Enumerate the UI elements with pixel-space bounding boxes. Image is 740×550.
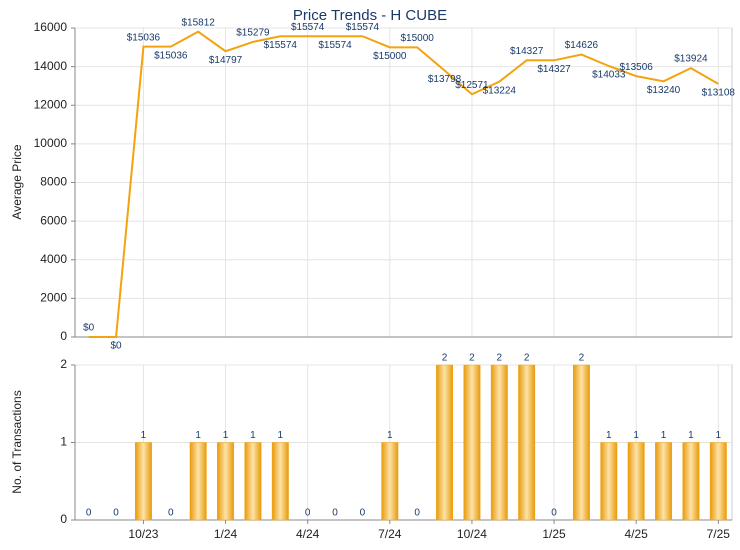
data-label: $14626 [565, 40, 599, 51]
data-label: $15574 [264, 40, 298, 51]
data-label: $15574 [291, 22, 325, 33]
data-label: 0 [168, 508, 174, 519]
data-label: 0 [332, 508, 338, 519]
data-label: 2 [579, 353, 585, 364]
data-label: 0 [86, 508, 92, 519]
data-label: $14033 [592, 70, 626, 81]
bar [381, 442, 399, 521]
bar [189, 442, 207, 521]
y-tick-label: 2000 [40, 291, 67, 305]
y-axis-label: No. of Transactions [10, 390, 24, 493]
bar [244, 442, 262, 521]
data-label: 1 [195, 430, 201, 441]
data-label: $15279 [236, 28, 270, 39]
data-label: $15036 [154, 50, 188, 61]
data-label: $14327 [537, 64, 571, 75]
data-label: 1 [606, 430, 612, 441]
data-label: $13798 [428, 74, 462, 85]
bar [600, 442, 618, 521]
data-label: $15000 [373, 51, 407, 62]
x-tick-label: 4/24 [296, 527, 320, 541]
x-tick-label: 4/25 [625, 527, 649, 541]
bar [655, 442, 673, 521]
bar [572, 364, 590, 521]
y-tick-label: 14000 [34, 59, 68, 73]
chart-title: Price Trends - H CUBE [293, 7, 447, 24]
data-label: $13108 [702, 87, 736, 98]
y-tick-label: 10000 [34, 136, 68, 150]
data-label: 0 [414, 508, 420, 519]
data-label: 0 [360, 508, 366, 519]
y-tick-label: 6000 [40, 213, 67, 227]
data-label: 1 [661, 430, 667, 441]
data-label: $12571 [455, 80, 489, 91]
x-tick-label: 10/24 [457, 527, 487, 541]
bar [682, 442, 700, 521]
data-label: $14327 [510, 46, 544, 57]
bar [217, 442, 235, 521]
x-tick-label: 7/25 [707, 527, 731, 541]
y-tick-label: 2 [60, 357, 67, 371]
data-label: 2 [497, 353, 503, 364]
data-label: $15574 [346, 22, 380, 33]
y-tick-label: 12000 [34, 97, 68, 111]
data-label: 1 [387, 430, 393, 441]
data-label: 0 [113, 508, 119, 519]
x-tick-label: 7/24 [378, 527, 402, 541]
bar [134, 442, 152, 521]
data-label: 2 [469, 353, 475, 364]
price-line [88, 30, 719, 338]
bar [490, 364, 508, 521]
bar [463, 364, 481, 521]
x-tick-label: 1/25 [542, 527, 566, 541]
data-label: 2 [442, 353, 448, 364]
data-label: 1 [716, 430, 722, 441]
y-axis-label: Average Price [10, 144, 24, 219]
data-label: 2 [524, 353, 530, 364]
data-label: 0 [551, 508, 557, 519]
data-label: $15812 [182, 17, 216, 28]
data-label: $13506 [620, 62, 654, 73]
data-label: $13240 [647, 85, 681, 96]
data-label: 1 [688, 430, 694, 441]
data-label: $15574 [318, 40, 352, 51]
data-label: $13924 [674, 54, 708, 65]
data-label: 1 [278, 430, 284, 441]
y-tick-label: 1 [60, 435, 67, 449]
data-label: $14797 [209, 55, 243, 66]
bar [436, 364, 454, 521]
y-tick-label: 16000 [34, 20, 68, 34]
y-tick-label: 4000 [40, 252, 67, 266]
data-label: 1 [223, 430, 229, 441]
bar [709, 442, 727, 521]
data-label: 1 [250, 430, 256, 441]
bar [271, 442, 289, 521]
y-tick-label: 0 [60, 329, 67, 343]
y-tick-label: 8000 [40, 175, 67, 189]
bar [518, 364, 536, 521]
data-label: 1 [633, 430, 639, 441]
data-label: 0 [305, 508, 311, 519]
data-label: $0 [111, 341, 123, 352]
data-label: $15000 [401, 33, 435, 44]
data-label: 1 [141, 430, 147, 441]
y-tick-label: 0 [60, 512, 67, 526]
data-label: $0 [83, 323, 95, 334]
data-label: $13224 [483, 85, 517, 96]
bar [627, 442, 645, 521]
data-label: $15036 [127, 32, 161, 43]
x-tick-label: 1/24 [214, 527, 238, 541]
x-tick-label: 10/23 [128, 527, 158, 541]
